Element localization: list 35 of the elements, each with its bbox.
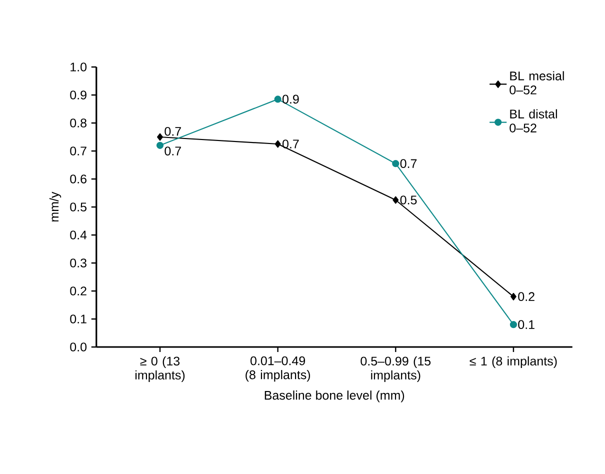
y-tick-label: 0.1 bbox=[70, 314, 86, 324]
data-label: 0.7 bbox=[282, 140, 299, 148]
x-tick-label: 0.5–0.99 (15 implants) bbox=[360, 356, 431, 382]
point bbox=[274, 96, 282, 103]
point bbox=[156, 142, 164, 149]
x-tick-label: 0.01–0.49 (8 implants) bbox=[246, 356, 310, 382]
point bbox=[392, 196, 399, 204]
legend-label: BL distal 0–52 bbox=[510, 109, 557, 132]
y-tick-label: 0.9 bbox=[70, 90, 86, 100]
y-tick-label: 1.0 bbox=[70, 62, 87, 72]
data-label: 0.7 bbox=[164, 146, 181, 156]
point bbox=[274, 140, 281, 148]
x-axis-title: Baseline bone level (mm) bbox=[264, 390, 404, 402]
data-label: 0.7 bbox=[400, 159, 417, 168]
y-tick-label: 0.0 bbox=[70, 342, 87, 352]
point bbox=[157, 133, 163, 141]
y-tick-label: 0.7 bbox=[70, 146, 86, 156]
data-label: 0.2 bbox=[518, 292, 534, 302]
y-tick-label: 0.2 bbox=[70, 286, 86, 296]
y-tick-label: 0.3 bbox=[70, 258, 86, 268]
data-label: 0.7 bbox=[164, 126, 181, 136]
point bbox=[510, 321, 518, 328]
point bbox=[392, 160, 400, 168]
data-label: 0.1 bbox=[518, 320, 534, 330]
legend-label: BL mesial 0–52 bbox=[510, 71, 564, 94]
data-label: 0.5 bbox=[400, 196, 417, 204]
y-tick-label: 0.5 bbox=[70, 202, 86, 212]
x-tick-label: ≤ 1 (8 implants) bbox=[470, 356, 557, 368]
y-tick-label: 0.6 bbox=[70, 174, 86, 184]
y-tick-label: 0.4 bbox=[70, 230, 87, 240]
y-axis-title: mm/y bbox=[49, 192, 62, 222]
x-tick-label: ≥ 0 (13 implants) bbox=[135, 356, 185, 382]
data-label: 0.9 bbox=[282, 94, 299, 104]
point bbox=[510, 292, 516, 300]
y-tick-label: 0.8 bbox=[70, 118, 86, 128]
